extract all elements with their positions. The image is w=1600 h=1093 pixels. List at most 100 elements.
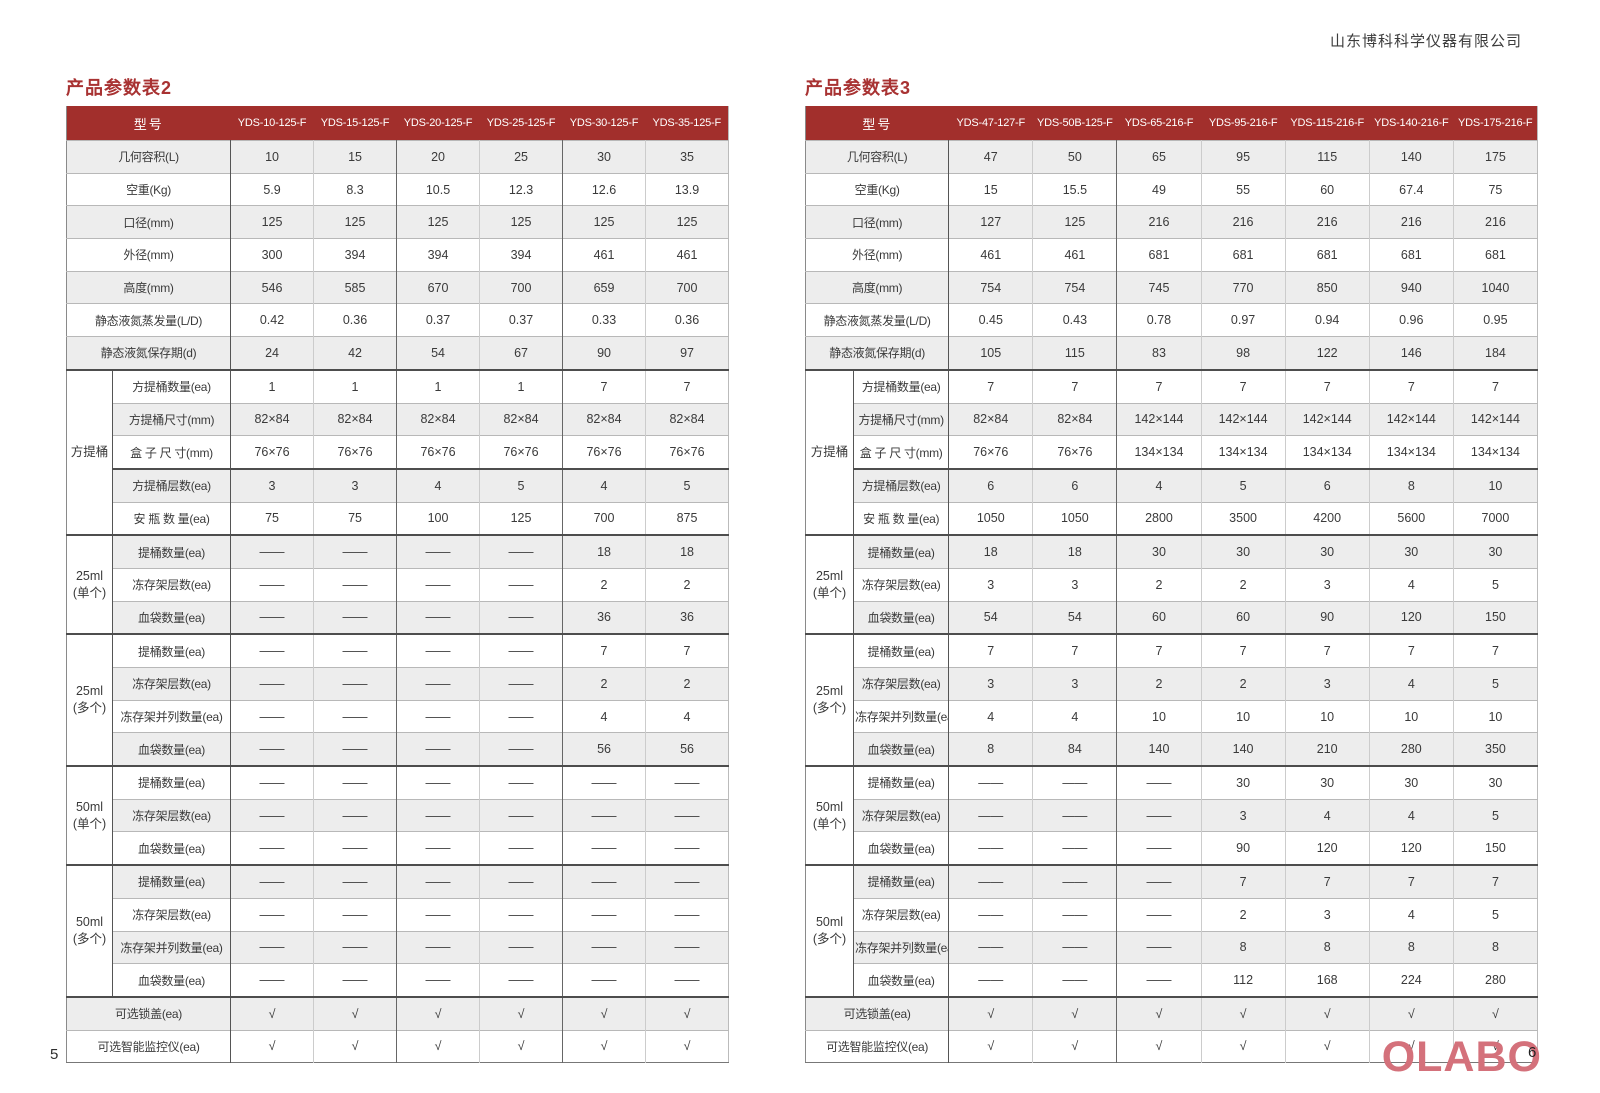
value-cell: 5 — [479, 467, 564, 503]
value-cell: 120 — [1285, 831, 1370, 866]
row-label: 冻存架层数(ea) — [853, 798, 950, 832]
value-cell: —— — [645, 897, 729, 931]
row-label: 血袋数量(ea) — [853, 963, 950, 997]
value-cell: 4200 — [1285, 501, 1370, 536]
value-cell: 142×144 — [1201, 402, 1286, 436]
value-cell: 2 — [1201, 897, 1286, 931]
company-name: 山东博科科学仪器有限公司 — [1329, 33, 1522, 50]
value-cell: 15 — [313, 140, 398, 174]
value-cell: 4 — [1032, 699, 1118, 733]
value-cell: 2 — [1116, 667, 1202, 701]
value-cell: —— — [948, 831, 1034, 866]
row-label: 冻存架并列数量(ea) — [853, 930, 950, 964]
value-cell: 140 — [1369, 140, 1454, 174]
group-label: 25ml (单个) — [66, 534, 113, 635]
row-label: 冻存架层数(ea) — [853, 897, 950, 931]
value-cell: 82×84 — [1032, 402, 1118, 436]
value-cell: 7 — [1453, 864, 1538, 899]
value-cell: √ — [1453, 1029, 1538, 1063]
header-row: 型号 YDS-10-125-F YDS-15-125-F YDS-20-125-F YD… — [66, 106, 729, 141]
value-cell: 5 — [645, 467, 729, 503]
value-cell: —— — [396, 534, 481, 569]
group-label: 50ml (多个) — [805, 864, 855, 997]
value-cell: 36 — [645, 600, 729, 635]
value-cell: —— — [396, 633, 481, 668]
table-row: 25ml (单个) 提桶数量(ea) 18 18 30 30 30 30 30 — [805, 534, 1538, 635]
spec-table: 型号 YDS-47-127-F YDS-50B-125-F YDS-65-216-F Y… — [805, 106, 1538, 1064]
table-row: 可选锁盖(ea) √ √ √ √ √ √ √ — [805, 995, 1538, 1031]
value-cell: 4 — [1369, 798, 1454, 832]
value-cell: —— — [562, 798, 647, 832]
value-cell: √ — [1032, 1029, 1118, 1063]
value-cell: √ — [562, 1029, 647, 1063]
value-cell: 30 — [1285, 765, 1370, 800]
value-cell: 461 — [948, 238, 1034, 272]
value-cell: 49 — [1116, 172, 1202, 206]
value-cell: √ — [1285, 995, 1370, 1031]
value-cell: —— — [948, 864, 1034, 899]
row-label: 提桶数量(ea) — [853, 534, 950, 569]
value-cell: 3 — [230, 467, 315, 503]
table-row: 冻存架并列数量(ea) —— —— —— —— —— —— — [67, 930, 729, 964]
value-cell: 3 — [1201, 798, 1286, 832]
value-cell: —— — [479, 864, 564, 899]
table-row: 盒 子 尺 寸(mm) 76×76 76×76 134×134 134×134 134×1… — [806, 435, 1538, 469]
value-cell: 659 — [562, 270, 647, 304]
table-row: 血袋数量(ea) —— —— —— —— 36 36 — [67, 600, 729, 635]
value-cell: —— — [396, 930, 481, 964]
group-label: 50ml (单个) — [805, 765, 855, 866]
value-cell: 7 — [1032, 368, 1118, 403]
value-cell: 7000 — [1453, 501, 1538, 536]
row-label: 提桶数量(ea) — [853, 864, 950, 899]
row-label: 冻存架层数(ea) — [112, 667, 232, 701]
table-title: 产品参数表2 — [66, 78, 173, 98]
value-cell: 0.36 — [313, 303, 398, 337]
value-cell: 3 — [1032, 667, 1118, 701]
value-cell: —— — [230, 765, 315, 800]
table-row: 高度(mm) 754 754 745 770 850 940 1040 — [805, 270, 1538, 304]
value-cell: 216 — [1116, 205, 1202, 239]
model-name-cell: YDS-10-125-F — [230, 106, 314, 141]
table-row: 25ml (多个) 提桶数量(ea) 7 7 7 7 7 7 7 — [805, 633, 1538, 767]
value-cell: 7 — [1116, 633, 1202, 668]
value-cell: 681 — [1201, 238, 1286, 272]
model-name-cell: YDS-175-216-F — [1453, 106, 1538, 141]
value-cell: —— — [230, 963, 315, 997]
table-row: 血袋数量(ea) —— —— —— 90 120 120 150 — [806, 831, 1538, 866]
value-cell: —— — [1116, 963, 1202, 997]
value-cell: 112 — [1201, 963, 1286, 997]
row-label: 静态液氮保存期(d) — [805, 336, 950, 370]
table-row: 方提桶 方提桶数量(ea) 1 1 1 1 7 7 — [66, 368, 729, 536]
value-cell: —— — [479, 633, 564, 668]
spec-table: 型号 YDS-10-125-F YDS-15-125-F YDS-20-125-F YD… — [66, 106, 730, 1064]
value-cell: 150 — [1453, 600, 1538, 635]
group-label: 25ml (多个) — [805, 633, 855, 767]
value-cell: 75 — [1453, 172, 1538, 206]
value-cell: —— — [313, 864, 398, 899]
value-cell: √ — [562, 995, 647, 1031]
value-cell: 95 — [1201, 140, 1286, 174]
value-cell: —— — [230, 930, 315, 964]
page-number-left: 5 — [50, 1046, 59, 1063]
value-cell: 7 — [562, 633, 647, 668]
row-label: 安 瓶 数 量(ea) — [853, 501, 950, 536]
value-cell: —— — [562, 930, 647, 964]
value-cell: —— — [1032, 765, 1118, 800]
value-cell: √ — [230, 995, 315, 1031]
row-label: 冻存架层数(ea) — [112, 567, 232, 602]
value-cell: √ — [230, 1029, 315, 1063]
value-cell: 7 — [1201, 864, 1286, 899]
value-cell: 7 — [1116, 368, 1202, 403]
value-cell: 15.5 — [1032, 172, 1118, 206]
table-row: 25ml (单个) 提桶数量(ea) —— —— —— —— 18 18 — [66, 534, 729, 635]
value-cell: 10.5 — [396, 172, 481, 206]
value-cell: 8 — [1453, 930, 1538, 964]
table-row: 冻存架层数(ea) —— —— —— 2 3 4 5 — [806, 897, 1538, 931]
value-cell: 60 — [1285, 172, 1370, 206]
table-row: 冻存架并列数量(ea) 4 4 10 10 10 10 10 — [806, 699, 1538, 733]
value-cell: 10 — [1453, 467, 1538, 503]
row-label: 几何容积(L) — [805, 140, 950, 174]
value-cell: 670 — [396, 270, 481, 304]
value-cell: —— — [479, 600, 564, 635]
value-cell: 75 — [313, 501, 398, 536]
